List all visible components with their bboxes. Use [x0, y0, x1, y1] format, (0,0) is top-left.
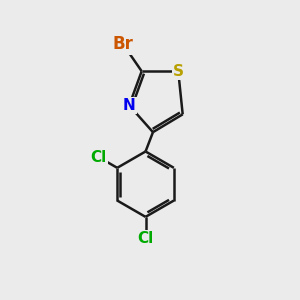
Text: N: N: [123, 98, 136, 113]
Text: Cl: Cl: [91, 150, 107, 165]
Text: S: S: [173, 64, 184, 79]
Text: Br: Br: [113, 35, 134, 53]
Text: Cl: Cl: [137, 231, 154, 246]
